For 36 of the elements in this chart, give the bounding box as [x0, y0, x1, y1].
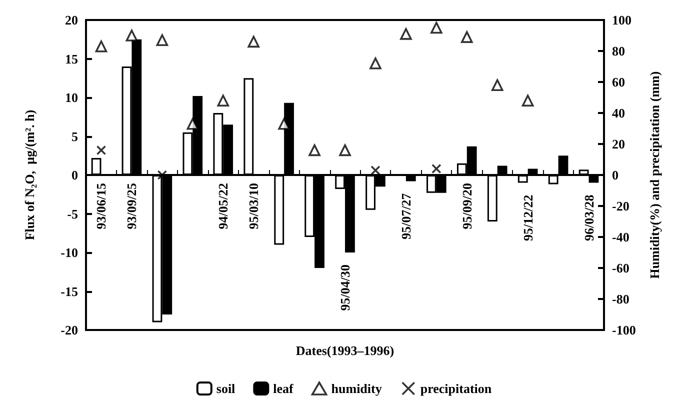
x-tick-label: 94/05/22 [216, 183, 231, 230]
y2-axis-title: Humidity(%) and precipitation (mm) [647, 71, 662, 279]
y-tick-label: 5 [72, 128, 78, 144]
x-tick-label: 95/09/20 [459, 183, 474, 230]
y-tick-label: 20 [65, 12, 78, 28]
legend-label: precipitation [420, 381, 492, 396]
y2-tick-label: 40 [612, 106, 625, 120]
x-tick-label: 93/09/25 [124, 182, 140, 230]
y-tick-label: -5 [67, 206, 78, 222]
y2-tick-label: 100 [612, 12, 632, 28]
y2-tick-label: -60 [612, 260, 630, 276]
x-tick-label: 95/07/27 [398, 192, 414, 240]
x-axis-title: Dates(1993–1996) [296, 343, 394, 358]
legend-label: soil [216, 381, 236, 396]
y2-tick-label: 60 [612, 74, 625, 90]
x-tick-label: 96/03/28 [581, 194, 596, 241]
y-tick-label: 15 [65, 51, 78, 66]
y-tick-label: -20 [60, 322, 78, 338]
y2-tick-label: -40 [612, 230, 630, 244]
y2-tick-label: -20 [612, 198, 630, 214]
y2-tick-label: 20 [612, 136, 625, 152]
y-tick-label: -15 [60, 284, 78, 299]
y2-tick-label: -80 [612, 292, 630, 306]
x-tick-label: 95/03/10 [246, 183, 262, 230]
x-tick-label: 95/04/30 [338, 264, 352, 311]
y-tick-label: 0 [72, 168, 78, 182]
y2-tick-label: -100 [612, 322, 636, 338]
y-tick-label: 10 [65, 90, 78, 105]
legend-label: humidity [331, 381, 382, 396]
y2-tick-label: 0 [612, 168, 618, 182]
y-axis-title: Flux of N₂O, μg/(m². h) [22, 110, 37, 240]
y2-tick-label: 80 [612, 44, 625, 58]
legend-label: leaf [273, 381, 294, 396]
x-tick-label: 93/06/15 [94, 182, 109, 230]
x-tick-label: 95/12/22 [520, 194, 536, 241]
y-tick-label: -10 [60, 245, 78, 260]
